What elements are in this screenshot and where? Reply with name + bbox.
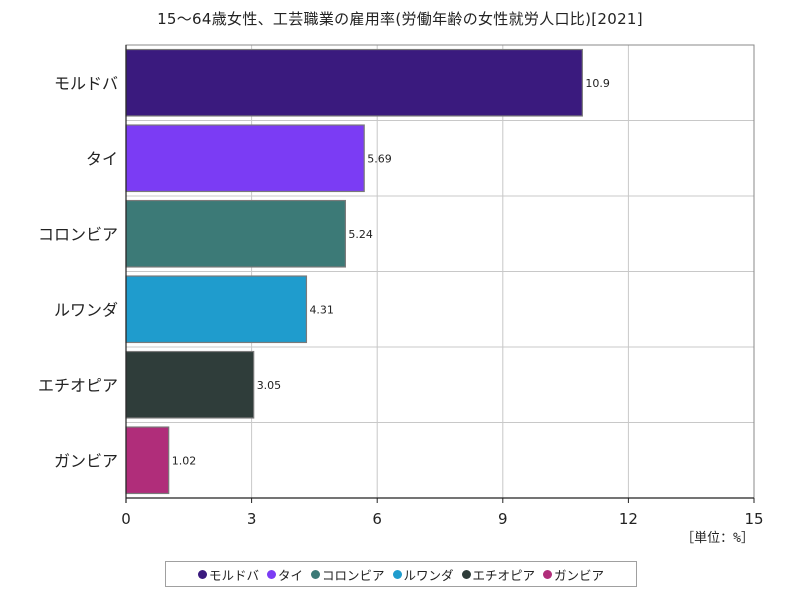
legend-item: コロンビア — [310, 565, 385, 584]
legend-marker — [461, 569, 471, 579]
category-label: ガンビア — [54, 451, 118, 470]
legend-item: ガンビア — [543, 565, 604, 584]
data-label: 1.02 — [172, 454, 197, 467]
data-label: 5.69 — [367, 152, 392, 165]
legend-item: モルドバ — [197, 565, 259, 584]
bar — [125, 426, 170, 495]
unit-label: ［単位：%］ — [681, 531, 754, 546]
x-tick-label: 9 — [498, 510, 508, 528]
x-tick-label: 12 — [619, 510, 638, 528]
legend-marker — [266, 569, 276, 579]
data-label: 3.05 — [257, 379, 282, 392]
legend: モルドバ タイ コロンビア ルワンダ エチオピア ガンビア — [165, 561, 637, 587]
x-tick-label: 0 — [121, 510, 131, 528]
legend-label: ルワンダ — [403, 567, 454, 583]
data-label: 4.31 — [309, 303, 334, 316]
legend-label: ガンビア — [554, 567, 605, 583]
legend-marker — [392, 569, 402, 579]
category-label: エチオピア — [38, 376, 118, 395]
bar — [125, 124, 365, 193]
x-tick-label: 6 — [372, 510, 382, 528]
bar — [125, 275, 308, 344]
data-label: 5.24 — [348, 228, 373, 241]
bar — [125, 350, 255, 419]
category-label: タイ — [86, 149, 118, 168]
legend-item: ルワンダ — [392, 565, 454, 584]
legend-item: エチオピア — [461, 565, 536, 584]
chart-title: 15～64歳女性、工芸職業の雇用率(労働年齢の女性就労人口比)[2021] — [157, 10, 643, 28]
x-tick-label: 15 — [744, 510, 763, 528]
x-tick-label: 3 — [247, 510, 257, 528]
category-label: モルドバ — [54, 74, 118, 93]
legend-label: コロンビア — [321, 567, 385, 583]
bar — [125, 199, 346, 268]
legend-label: モルドバ — [208, 567, 259, 583]
category-label: ルワンダ — [54, 300, 118, 319]
data-label: 10.9 — [585, 77, 610, 90]
legend-marker — [310, 569, 320, 579]
legend-item: タイ — [266, 565, 303, 584]
category-label: コロンビア — [38, 225, 118, 244]
legend-marker — [543, 569, 553, 579]
legend-label: タイ — [277, 567, 303, 583]
legend-marker — [197, 569, 207, 579]
bar — [125, 48, 583, 117]
legend-label: エチオピア — [472, 567, 536, 583]
